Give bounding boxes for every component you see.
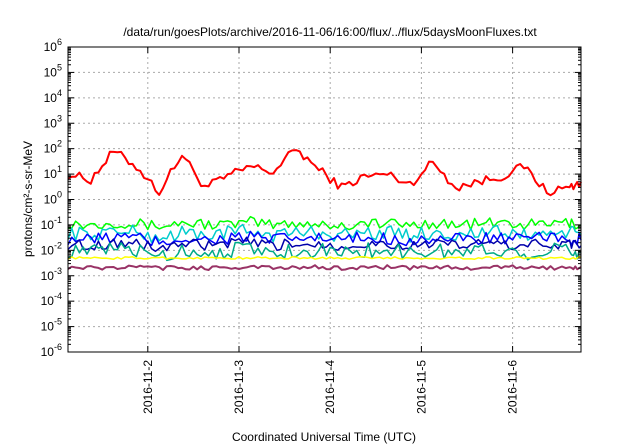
series-line-2: [67, 215, 582, 231]
series-lines: [67, 149, 582, 271]
x-tick-label: 2016-11-6: [506, 360, 520, 414]
series-line-3: [67, 223, 582, 244]
series-line-8: [67, 264, 582, 271]
x-tick-label: 2016-11-2: [141, 360, 155, 414]
series-line-4: [67, 230, 582, 247]
x-tick-label: 2016-11-5: [414, 360, 428, 414]
x-tick-label: 2016-11-4: [323, 360, 337, 414]
series-line-7: [67, 255, 582, 260]
x-tick-label: 2016-11-3: [232, 360, 246, 414]
series-line-5: [67, 236, 582, 253]
series-line-6: [67, 241, 582, 262]
series-line-1: [67, 149, 582, 197]
x-axis-label: Coordinated Universal Time (UTC): [232, 430, 416, 444]
chart-title: /data/run/goesPlots/archive/2016-11-06/1…: [123, 25, 537, 39]
y-axis-label: protons/cm²-s-sr-MeV: [21, 141, 35, 257]
